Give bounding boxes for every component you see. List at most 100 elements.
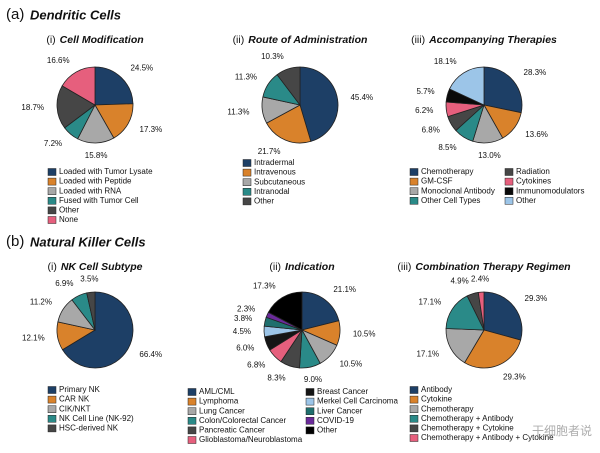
chart-panel: (iii) bbox=[397, 261, 411, 273]
data-label: 12.1% bbox=[22, 333, 45, 342]
data-label: 66.4% bbox=[139, 350, 162, 359]
legend-label: Loaded with Tumor Lysate bbox=[59, 167, 153, 176]
chart-title: (ii) Route of Administration bbox=[233, 34, 368, 46]
data-label: 4.5% bbox=[233, 327, 251, 336]
chart-panel: (i) bbox=[47, 261, 56, 273]
data-label: 2.3% bbox=[237, 305, 255, 314]
data-label: 8.5% bbox=[438, 143, 456, 152]
legend-swatch bbox=[47, 168, 57, 176]
legend-swatch bbox=[47, 216, 57, 224]
legend-label: Intravenous bbox=[254, 168, 296, 177]
legend-label: Monoclonal Antibody bbox=[421, 186, 495, 195]
watermark: 干细胞者说 bbox=[532, 423, 592, 438]
legend-label: CIK/NKT bbox=[59, 404, 91, 413]
legend-label: Chemotherapy + Antibody bbox=[421, 414, 513, 423]
chart-panel: (ii) bbox=[269, 261, 281, 273]
legend-swatch bbox=[409, 386, 419, 394]
chart-panel: (i) bbox=[46, 34, 55, 46]
legend-swatch bbox=[47, 206, 57, 215]
pie-slice bbox=[483, 291, 523, 341]
data-label: 6.8% bbox=[422, 126, 440, 135]
data-label: 6.0% bbox=[236, 343, 254, 352]
data-label: 28.3% bbox=[524, 68, 547, 77]
legend-swatch bbox=[242, 197, 252, 206]
data-label: 7.2% bbox=[44, 139, 62, 148]
legend-swatch bbox=[187, 417, 197, 425]
data-label: 11.3% bbox=[227, 107, 249, 116]
legend-label: Other bbox=[516, 196, 536, 205]
data-label: 17.3% bbox=[253, 281, 276, 290]
legend-label: Chemotherapy bbox=[421, 404, 473, 413]
chart-title-text: NK Cell Subtype bbox=[61, 261, 143, 273]
pie-slice bbox=[267, 291, 303, 331]
legend-label: Cytokines bbox=[516, 177, 551, 186]
legend-label: Glioblastoma/Neuroblastoma bbox=[199, 435, 303, 444]
legend-label: Merkel Cell Carcinoma bbox=[317, 397, 398, 406]
legend-label: Chemotherapy bbox=[421, 167, 473, 176]
data-label: 17.1% bbox=[416, 349, 439, 358]
data-label: 3.8% bbox=[234, 314, 252, 323]
legend-label: COVID-19 bbox=[317, 416, 354, 425]
legend-label: Other bbox=[317, 426, 337, 435]
data-label: 5.7% bbox=[416, 87, 434, 96]
pie-slice bbox=[86, 291, 96, 331]
legend-label: CAR NK bbox=[59, 395, 90, 404]
data-label: 6.8% bbox=[247, 361, 265, 370]
data-label: 9.0% bbox=[304, 375, 322, 384]
data-label: 11.2% bbox=[30, 298, 52, 307]
data-label: 6.9% bbox=[55, 279, 73, 288]
legend-label: Primary NK bbox=[59, 385, 101, 394]
legend-swatch bbox=[242, 188, 252, 196]
pie-slice bbox=[266, 104, 312, 144]
legend-swatch bbox=[242, 159, 252, 167]
legend-label: Liver Cancer bbox=[317, 406, 363, 415]
legend-swatch bbox=[305, 397, 315, 406]
pie-slice bbox=[94, 103, 134, 139]
data-label: 6.2% bbox=[415, 106, 433, 115]
legend-label: Lymphoma bbox=[199, 397, 239, 406]
legend-swatch bbox=[242, 178, 252, 186]
data-label: 3.5% bbox=[80, 274, 98, 283]
legend-swatch bbox=[47, 405, 57, 413]
data-label: 10.5% bbox=[353, 329, 376, 338]
data-label: 4.9% bbox=[450, 276, 468, 285]
legend-swatch bbox=[187, 397, 197, 406]
pie-slice bbox=[276, 66, 301, 107]
legend-swatch bbox=[409, 424, 419, 433]
legend-label: Antibody bbox=[421, 385, 452, 394]
data-label: 10.5% bbox=[340, 360, 363, 369]
chart-title: (iii) Accompanying Therapies bbox=[411, 34, 557, 46]
pie-slice bbox=[61, 291, 134, 369]
legend-label: Colon/Colorectal Cancer bbox=[199, 416, 286, 425]
legend-label: Subcutaneous bbox=[254, 177, 305, 186]
legend-label: Immunomodulators bbox=[516, 186, 584, 195]
data-label: 16.6% bbox=[47, 56, 70, 65]
legend-label: Fused with Tumor Cell bbox=[59, 196, 139, 205]
legend-swatch bbox=[504, 168, 514, 176]
legend-swatch bbox=[47, 187, 57, 195]
legend-label: Lung Cancer bbox=[199, 406, 245, 415]
section-title: Dendritic Cells bbox=[30, 7, 121, 22]
legend-swatch bbox=[187, 426, 197, 435]
legend-swatch bbox=[409, 415, 419, 423]
pie-slice bbox=[477, 291, 485, 331]
chart-title: (iii) Combination Therapy Regimen bbox=[397, 261, 570, 273]
legend-swatch bbox=[187, 388, 197, 396]
pie-slice bbox=[483, 66, 523, 114]
legend-swatch bbox=[305, 426, 315, 435]
data-label: 11.3% bbox=[235, 73, 257, 82]
chart-title-text: Indication bbox=[285, 261, 335, 273]
pie-slice bbox=[299, 66, 339, 142]
legend-label: Chemotherapy + Antibody + Cytokine bbox=[421, 433, 554, 442]
legend-label: Breast Cancer bbox=[317, 387, 368, 396]
data-label: 15.8% bbox=[85, 151, 108, 160]
legend-label: Intranodal bbox=[254, 187, 290, 196]
legend-label: Loaded with Peptide bbox=[59, 177, 132, 186]
legend-swatch bbox=[409, 187, 419, 195]
legend-swatch bbox=[409, 197, 419, 205]
legend-label: Other Cell Types bbox=[421, 196, 480, 205]
data-label: 13.6% bbox=[525, 130, 548, 139]
data-label: 18.7% bbox=[21, 103, 44, 112]
chart-title-text: Route of Administration bbox=[248, 34, 367, 46]
legend-label: Loaded with RNA bbox=[59, 186, 122, 195]
